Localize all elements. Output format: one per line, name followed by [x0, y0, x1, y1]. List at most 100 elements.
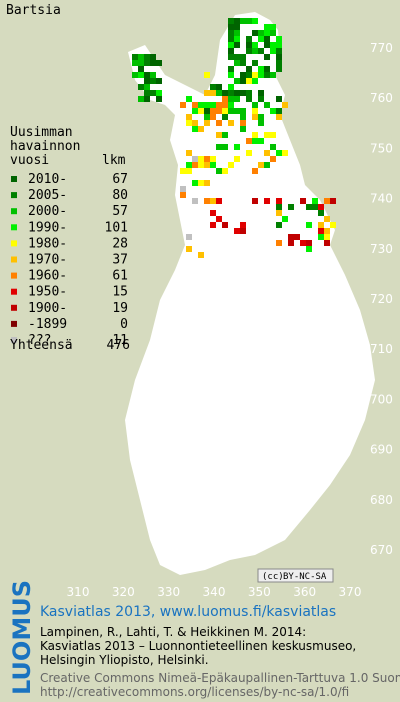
occurrence-square: [210, 90, 216, 96]
occurrence-square: [210, 162, 216, 168]
occurrence-square: [276, 42, 282, 48]
occurrence-square: [222, 222, 228, 228]
occurrence-square: [276, 54, 282, 60]
occurrence-square: [144, 54, 150, 60]
occurrence-square: [252, 138, 258, 144]
occurrence-square: [228, 96, 234, 102]
legend-label: 2005-: [28, 188, 67, 203]
occurrence-square: [264, 162, 270, 168]
east-tick: 370: [339, 585, 362, 599]
occurrence-square: [252, 114, 258, 120]
occurrence-square: [234, 156, 240, 162]
legend-count: 15: [112, 285, 128, 300]
occurrence-square: [186, 96, 192, 102]
legend-count: 57: [112, 204, 128, 219]
occurrence-square: [144, 84, 150, 90]
east-tick: 320: [112, 585, 135, 599]
occurrence-square: [204, 180, 210, 186]
occurrence-square: [228, 84, 234, 90]
occurrence-square: [216, 144, 222, 150]
occurrence-square: [144, 60, 150, 66]
occurrence-square: [324, 228, 330, 234]
legend-label: 1990-: [28, 220, 67, 235]
legend-swatch: [11, 304, 17, 311]
occurrence-square: [138, 54, 144, 60]
occurrence-square: [240, 54, 246, 60]
cc-logo: (cc): [262, 572, 284, 582]
occurrence-square: [240, 18, 246, 24]
occurrence-square: [252, 102, 258, 108]
occurrence-square: [252, 18, 258, 24]
occurrence-square: [234, 90, 240, 96]
occurrence-square: [228, 102, 234, 108]
occurrence-square: [234, 60, 240, 66]
occurrence-square: [276, 204, 282, 210]
north-tick: 720: [370, 292, 393, 306]
occurrence-square: [240, 60, 246, 66]
legend-count: 67: [112, 172, 128, 187]
legend-count: 80: [112, 188, 128, 203]
legend-swatch: [11, 176, 17, 182]
occurrence-square: [282, 216, 288, 222]
occurrence-square: [192, 180, 198, 186]
occurrence-square: [210, 84, 216, 90]
occurrence-square: [288, 234, 294, 240]
occurrence-square: [138, 84, 144, 90]
legend-label: ???: [28, 333, 51, 348]
occurrence-square: [150, 78, 156, 84]
occurrence-square: [222, 144, 228, 150]
occurrence-square: [258, 162, 264, 168]
occurrence-square: [234, 30, 240, 36]
occurrence-square: [276, 150, 282, 156]
occurrence-square: [228, 162, 234, 168]
occurrence-square: [144, 72, 150, 78]
occurrence-square: [270, 48, 276, 54]
occurrence-square: [276, 210, 282, 216]
occurrence-square: [192, 126, 198, 132]
occurrence-square: [132, 60, 138, 66]
occurrence-square: [228, 24, 234, 30]
occurrence-square: [252, 108, 258, 114]
occurrence-square: [228, 90, 234, 96]
occurrence-square: [270, 156, 276, 162]
legend-heading: Uusimman: [10, 125, 73, 140]
occurrence-square: [240, 120, 246, 126]
occurrence-square: [216, 198, 222, 204]
occurrence-square: [204, 102, 210, 108]
north-tick: 690: [370, 443, 393, 457]
occurrence-square: [156, 96, 162, 102]
occurrence-square: [192, 162, 198, 168]
occurrence-square: [252, 42, 258, 48]
occurrence-square: [198, 108, 204, 114]
cc-badge: [257, 568, 334, 583]
occurrence-square: [228, 54, 234, 60]
occurrence-square: [186, 150, 192, 156]
legend-heading: vuosi: [10, 153, 49, 168]
occurrence-square: [234, 36, 240, 42]
occurrence-square: [222, 108, 228, 114]
occurrence-square: [234, 108, 240, 114]
occurrence-square: [192, 120, 198, 126]
north-tick: 740: [370, 192, 393, 206]
legend-swatch: [11, 337, 17, 343]
legend-heading: havainnon: [10, 139, 80, 154]
legend-swatch: [11, 192, 17, 199]
occurrence-square: [264, 24, 270, 30]
occurrence-square: [246, 36, 252, 42]
occurrence-square: [276, 240, 282, 246]
occurrence-square: [318, 210, 324, 216]
occurrence-square: [246, 72, 252, 78]
occurrence-square: [228, 36, 234, 42]
occurrence-square: [252, 48, 258, 54]
occurrence-square: [276, 96, 282, 102]
legend-label: -1899: [28, 317, 67, 332]
occurrence-square: [240, 108, 246, 114]
occurrence-square: [270, 30, 276, 36]
occurrence-square: [252, 198, 258, 204]
legend-count: 19: [112, 301, 128, 316]
occurrence-square: [216, 168, 222, 174]
occurrence-square: [300, 240, 306, 246]
occurrence-square: [276, 36, 282, 42]
east-tick: 360: [293, 585, 316, 599]
occurrence-square: [192, 108, 198, 114]
